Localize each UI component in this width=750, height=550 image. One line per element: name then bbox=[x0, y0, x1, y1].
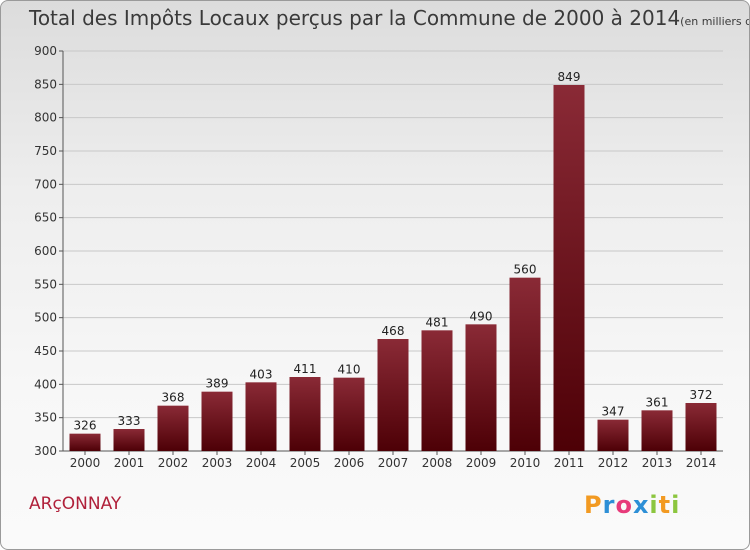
y-tick-label: 300 bbox=[34, 444, 57, 458]
bar bbox=[509, 277, 541, 451]
x-tick-label: 2001 bbox=[114, 456, 145, 470]
x-tick-label: 2007 bbox=[378, 456, 409, 470]
bar-value-label: 410 bbox=[338, 363, 361, 377]
bar bbox=[289, 377, 321, 451]
bar bbox=[465, 324, 497, 451]
y-tick-label: 900 bbox=[34, 44, 57, 58]
x-tick-label: 2002 bbox=[158, 456, 189, 470]
y-tick-label: 400 bbox=[34, 377, 57, 391]
logo-letter: r bbox=[602, 491, 616, 519]
bar bbox=[685, 403, 717, 451]
proxiti-logo: Proxiti bbox=[584, 491, 680, 519]
x-tick-label: 2000 bbox=[70, 456, 101, 470]
y-tick-label: 800 bbox=[34, 111, 57, 125]
x-tick-label: 2008 bbox=[422, 456, 453, 470]
bar-value-label: 403 bbox=[250, 367, 273, 381]
bar-value-label: 333 bbox=[118, 414, 141, 428]
logo-letter: i bbox=[671, 491, 681, 519]
y-tick-label: 600 bbox=[34, 244, 57, 258]
bar bbox=[201, 391, 233, 451]
bar-value-label: 347 bbox=[602, 405, 625, 419]
chart-title: Total des Impôts Locaux perçus par la Co… bbox=[29, 6, 749, 30]
bar bbox=[69, 433, 101, 451]
bar-value-label: 368 bbox=[162, 391, 185, 405]
y-tick-label: 650 bbox=[34, 211, 57, 225]
y-tick-label: 850 bbox=[34, 77, 57, 91]
bar bbox=[377, 339, 409, 451]
x-tick-label: 2005 bbox=[290, 456, 321, 470]
x-tick-label: 2003 bbox=[202, 456, 233, 470]
x-tick-label: 2011 bbox=[554, 456, 585, 470]
bar-value-label: 372 bbox=[690, 388, 713, 402]
chart-unit: (en milliers d'€) bbox=[680, 15, 749, 28]
bar-value-label: 361 bbox=[646, 395, 669, 409]
bar bbox=[333, 377, 365, 451]
bar bbox=[641, 410, 673, 451]
x-tick-label: 2010 bbox=[510, 456, 541, 470]
bar-value-label: 560 bbox=[514, 263, 537, 277]
commune-name: ARçONNAY bbox=[29, 494, 122, 514]
bar-value-label: 326 bbox=[74, 419, 97, 433]
x-tick-label: 2006 bbox=[334, 456, 365, 470]
bar-value-label: 481 bbox=[426, 315, 449, 329]
x-tick-label: 2012 bbox=[598, 456, 629, 470]
bar bbox=[157, 405, 189, 451]
bar-value-label: 411 bbox=[294, 362, 317, 376]
logo-letter: o bbox=[615, 491, 633, 519]
x-tick-label: 2009 bbox=[466, 456, 497, 470]
bar bbox=[553, 85, 585, 451]
y-tick-label: 450 bbox=[34, 344, 57, 358]
y-tick-label: 700 bbox=[34, 177, 57, 191]
logo-letter: P bbox=[584, 491, 603, 519]
y-tick-label: 350 bbox=[34, 411, 57, 425]
x-tick-label: 2004 bbox=[246, 456, 277, 470]
y-tick-label: 750 bbox=[34, 144, 57, 158]
bar-value-label: 389 bbox=[206, 377, 229, 391]
chart-title-text: Total des Impôts Locaux perçus par la Co… bbox=[29, 6, 681, 30]
x-tick-label: 2014 bbox=[686, 456, 717, 470]
bar bbox=[421, 330, 453, 451]
bar bbox=[113, 429, 145, 451]
logo-letter: i bbox=[649, 491, 659, 519]
y-tick-label: 500 bbox=[34, 311, 57, 325]
y-tick-label: 550 bbox=[34, 277, 57, 291]
bar-value-label: 468 bbox=[382, 324, 405, 338]
bar-value-label: 490 bbox=[470, 309, 493, 323]
bar bbox=[597, 419, 629, 451]
bar-value-label: 849 bbox=[558, 70, 581, 84]
logo-letter: t bbox=[658, 491, 672, 519]
x-tick-label: 2013 bbox=[642, 456, 673, 470]
logo-letter: x bbox=[632, 491, 650, 519]
bar bbox=[245, 382, 277, 451]
